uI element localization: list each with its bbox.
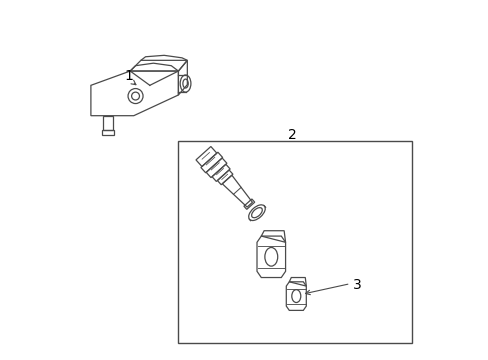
Text: 3: 3	[352, 278, 361, 292]
Text: 2: 2	[288, 129, 297, 142]
Text: 1: 1	[124, 69, 133, 84]
Bar	[178, 141, 411, 342]
